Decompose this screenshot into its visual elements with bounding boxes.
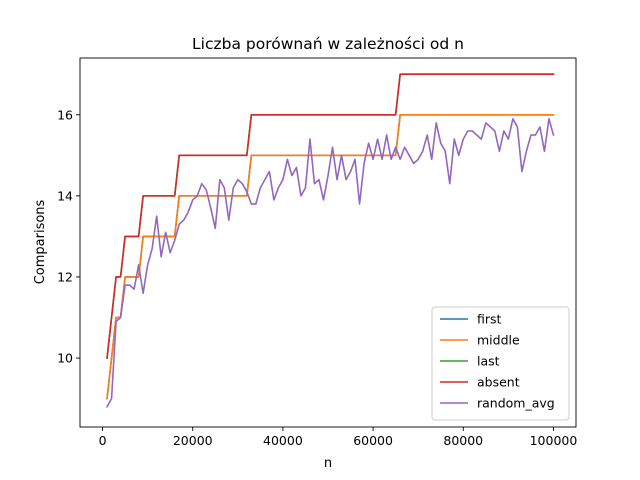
legend-label-absent: absent — [477, 375, 520, 390]
y-tick-label: 16 — [57, 107, 73, 122]
plot-area-border — [79, 57, 577, 428]
y-axis-label: Comparisons — [33, 199, 48, 284]
x-axis-label: n — [324, 456, 332, 471]
x-tick-label: 80000 — [443, 433, 483, 448]
x-tick-label: 60000 — [353, 433, 393, 448]
legend-label-random-avg: random_avg — [477, 396, 555, 411]
series-line-middle — [106, 113, 555, 400]
legend-box — [431, 306, 570, 421]
legend-label-last: last — [477, 354, 500, 369]
chart-title: Liczba porównań w zależności od n — [192, 35, 464, 53]
x-tick-label: 40000 — [263, 433, 303, 448]
x-tick-label: 20000 — [173, 433, 213, 448]
y-tick-label: 10 — [57, 351, 73, 366]
legend-label-middle: middle — [477, 333, 520, 348]
series-line-absent — [106, 73, 555, 359]
x-tick-label: 0 — [99, 433, 107, 448]
y-axis-ticks: 10 12 14 16 — [57, 107, 80, 366]
legend-label-first: first — [477, 312, 502, 327]
y-tick-label: 14 — [57, 188, 73, 203]
legend: first middle last absent random_avg — [431, 306, 570, 421]
x-tick-label: 100000 — [530, 433, 578, 448]
x-axis-ticks: 0 20000 40000 60000 80000 100000 — [99, 427, 578, 448]
axes-frame — [79, 57, 577, 428]
plot-lines — [105, 73, 555, 408]
y-tick-label: 12 — [57, 269, 73, 284]
series-line-random-avg — [105, 118, 555, 408]
